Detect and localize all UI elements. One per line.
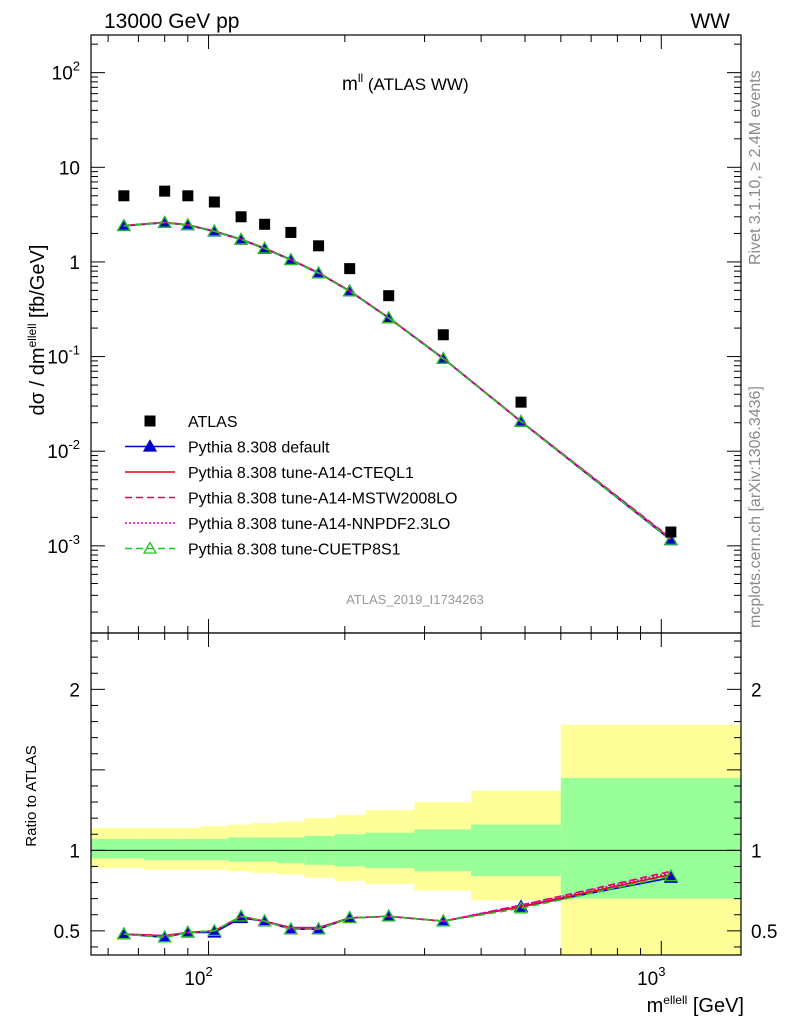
ratio-band-inner: [227, 837, 253, 862]
y-tick-label: 102: [52, 59, 80, 85]
main-series-5-point: [663, 532, 678, 545]
main-series-5-point: [207, 223, 222, 237]
ratio-series-5-point: [342, 910, 357, 924]
legend-entry-label: ATLAS: [188, 414, 238, 431]
ratio-series-5-point: [157, 929, 172, 943]
main-series-atlas-point: [437, 329, 449, 341]
main-series-5-point: [436, 351, 451, 364]
y-tick-label: 10-1: [47, 343, 80, 369]
y-tick-label: 10: [59, 158, 80, 179]
ratio-y-tick-label-left: 0.5: [54, 922, 80, 943]
main-series-5-point: [513, 414, 529, 427]
ratio-series-1-point: [116, 926, 131, 940]
main-series-atlas-point: [383, 290, 395, 302]
main-series-atlas-point: [118, 190, 130, 202]
ratio-y-tick-label-left: 1: [69, 841, 80, 862]
main-series-5-point: [116, 218, 131, 231]
main-series-atlas-point: [259, 218, 271, 230]
ratio-series-5-point: [311, 921, 326, 935]
x-tick-label: 102: [184, 964, 212, 990]
main-series-5-point: [233, 232, 249, 245]
ratio-series-5-point: [513, 900, 529, 914]
main-panel: [116, 185, 678, 546]
y-tick-label: 10-2: [47, 437, 80, 463]
ratio-series-4-line: [123, 872, 672, 937]
main-series-5-line: [123, 221, 672, 541]
main-series-atlas-point: [285, 226, 297, 238]
ratio-series-5-point: [116, 926, 131, 940]
mcplots-label: mcplots.cern.ch [arXiv:1306.3436]: [747, 386, 764, 628]
observable-label: mll (ATLAS WW): [342, 71, 469, 95]
main-series-5-point: [180, 217, 195, 231]
ratio-y-tick-label-left: 2: [69, 680, 80, 701]
main-series-5-point: [311, 265, 326, 279]
legend-marker: [142, 439, 158, 452]
main-series-5-point: [257, 241, 272, 254]
main-series-atlas-point: [208, 196, 220, 208]
main-series-5-point: [157, 215, 172, 228]
legend-entry-label: Pythia 8.308 tune-A14-MSTW2008LO: [188, 491, 457, 508]
ratio-y-tick-label-right: 2: [751, 680, 762, 701]
ratio-band-inner: [176, 839, 201, 861]
main-series-atlas-point: [313, 240, 325, 252]
ratio-series-5-point: [257, 913, 272, 927]
x-tick-label: 103: [637, 964, 665, 990]
ratio-panel-frame: [90, 632, 742, 956]
ratio-series-5-point: [180, 925, 195, 938]
legend-entry-label: Pythia 8.308 default: [188, 440, 330, 457]
ratio-band-inner: [91, 839, 144, 859]
analysis-id-label: ATLAS_2019_I1734263: [346, 592, 484, 607]
main-series-atlas-point: [665, 526, 677, 538]
main-series-atlas-point: [159, 185, 171, 197]
legend-marker: [144, 415, 156, 427]
main-y-axis-label: dσ / dmellell [fb/GeV]: [25, 245, 49, 416]
main-series-atlas-point: [515, 396, 527, 408]
process-label: WW: [690, 10, 730, 33]
main-series-5-point: [381, 310, 396, 324]
ratio-series-5-point: [663, 868, 678, 882]
legend-entry-label: Pythia 8.308 tune-CUETP8S1: [188, 542, 401, 559]
legend-entry-label: Pythia 8.308 tune-A14-NNPDF2.3LO: [188, 516, 450, 533]
ratio-y-tick-label-right: 1: [751, 841, 762, 862]
ratio-band-inner: [143, 839, 177, 861]
main-series-atlas-point: [344, 263, 356, 275]
ratio-series-5-point: [436, 913, 451, 927]
x-axis-label: mellell [GeV]: [647, 993, 744, 1017]
y-tick-label: 1: [69, 253, 80, 274]
rivet-version-label: Rivet 3.1.10, ≥ 2.4M events: [747, 70, 764, 265]
y-tick-label: 10-3: [47, 532, 80, 558]
main-series-5-point: [283, 252, 298, 266]
main-series-5-point: [342, 283, 357, 297]
ratio-series-5-point: [233, 909, 249, 922]
ratio-y-tick-label-right: 0.5: [751, 922, 777, 943]
main-series-4-line: [123, 221, 672, 539]
main-series-atlas-point: [182, 190, 194, 202]
ratio-y-axis-label: Ratio to ATLAS: [23, 745, 40, 846]
legend-marker: [142, 541, 158, 554]
ratio-series-5-point: [207, 923, 222, 936]
legend-entry-label: Pythia 8.308 tune-A14-CTEQL1: [188, 465, 414, 482]
ratio-band-inner: [252, 837, 278, 862]
main-series-atlas-point: [235, 211, 247, 223]
ratio-band-inner: [200, 839, 228, 861]
legend: ATLAS Pythia 8.308 default Pythia 8.308 tu…: [125, 414, 457, 559]
ratio-series-5-point: [381, 909, 396, 922]
ratio-series-5-point: [283, 921, 298, 935]
energy-label: 13000 GeV pp: [104, 10, 239, 33]
